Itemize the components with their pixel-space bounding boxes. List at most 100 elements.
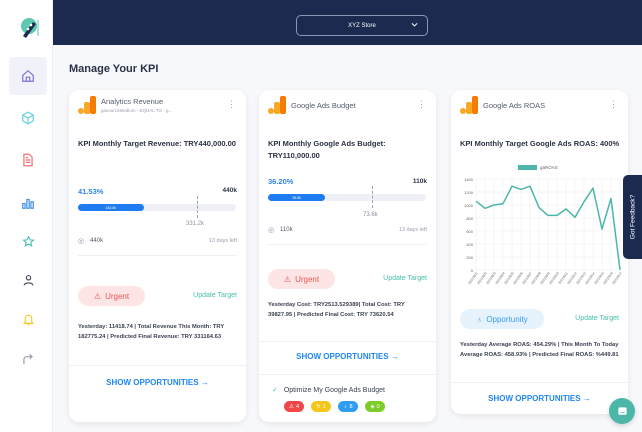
card-title: Analytics Revenue bbox=[101, 97, 164, 106]
svg-text:20210611: 20210611 bbox=[558, 271, 569, 285]
box-icon bbox=[22, 111, 34, 125]
more-options-icon[interactable]: ⋮ bbox=[227, 99, 236, 109]
kpi-summary: Yesterday Average ROAS: 454.29% | This M… bbox=[460, 342, 619, 358]
warning-icon: ⚠ bbox=[289, 403, 294, 410]
optimize-label: Optimize My Google Ads Budget bbox=[283, 387, 385, 394]
opportunity-count-pill[interactable]: ♁ 8 bbox=[338, 401, 358, 412]
svg-text:20210603: 20210603 bbox=[485, 271, 497, 285]
svg-text:1400: 1400 bbox=[464, 177, 474, 182]
update-target-link[interactable]: Update Target bbox=[575, 315, 619, 322]
chevron-down-icon bbox=[411, 23, 418, 27]
roas-line-chart: gaROAS 1400 1200 1000 800 600 400 200 0 bbox=[460, 165, 625, 300]
tag-count-pill[interactable]: ◈ 0 bbox=[365, 401, 385, 412]
divider bbox=[451, 382, 628, 383]
tag-icon: ◈ bbox=[370, 403, 375, 410]
days-left: 13 days left bbox=[398, 227, 427, 233]
sidebar-item-analytics[interactable] bbox=[9, 184, 47, 222]
status-badge-urgent: ⚠ Urgent bbox=[78, 286, 145, 306]
kpi-card-google-ads-roas: Google Ads ROAS ⋮ KPI Monthly Target Goo… bbox=[451, 90, 628, 414]
chat-icon bbox=[617, 406, 627, 415]
status-badge-opportunity: ♁ Opportunity bbox=[460, 309, 544, 329]
sidebar-item-products[interactable] bbox=[9, 99, 47, 137]
document-icon bbox=[23, 153, 33, 167]
chat-widget-button[interactable] bbox=[609, 398, 635, 424]
divider bbox=[259, 374, 436, 375]
top-bar: XYZ Store bbox=[53, 0, 642, 45]
legend-swatch bbox=[518, 165, 537, 170]
target-icon: ◎ bbox=[78, 238, 85, 245]
show-opportunities-label: SHOW OPPORTUNITIES bbox=[488, 394, 581, 403]
show-opportunities-button[interactable]: SHOW OPPORTUNITIES → bbox=[259, 352, 436, 361]
svg-text:20210613: 20210613 bbox=[575, 271, 587, 285]
card-header: Analytics Revenue gasourceMedium - EQUAL… bbox=[69, 90, 246, 120]
show-opportunities-label: SHOW OPPORTUNITIES bbox=[296, 352, 389, 361]
svg-text:200: 200 bbox=[466, 255, 473, 260]
pill-count: 1 bbox=[322, 403, 326, 410]
sidebar-item-notifications[interactable] bbox=[9, 300, 47, 338]
google-analytics-icon bbox=[460, 96, 478, 114]
bar-chart-icon bbox=[22, 198, 34, 209]
status-label: Urgent bbox=[105, 291, 130, 301]
sidebar-item-share[interactable] bbox=[9, 340, 47, 378]
google-analytics-icon bbox=[268, 96, 286, 114]
arrow-right-icon: → bbox=[200, 378, 209, 387]
show-opportunities-label: SHOW OPPORTUNITIES bbox=[106, 378, 199, 387]
predicted-marker bbox=[197, 196, 198, 218]
pill-count: 8 bbox=[349, 403, 353, 410]
update-target-link[interactable]: Update Target bbox=[193, 292, 237, 299]
arrow-right-icon: → bbox=[582, 394, 591, 403]
predicted-marker bbox=[372, 186, 373, 208]
kpi-target: KPI Monthly Google Ads Budget: TRY110,00… bbox=[268, 139, 386, 160]
card-title: Google Ads Budget bbox=[291, 101, 356, 110]
svg-text:20210604: 20210604 bbox=[494, 271, 506, 285]
update-target-link[interactable]: Update Target bbox=[383, 275, 427, 282]
legend-label: gaROAS bbox=[540, 165, 558, 170]
sidebar-item-reports[interactable] bbox=[9, 141, 47, 179]
page-title: Manage Your KPI bbox=[69, 63, 159, 75]
kpi-target: KPI Monthly Target Google Ads ROAS: 400% bbox=[460, 139, 620, 148]
store-selector[interactable]: XYZ Store bbox=[296, 15, 428, 36]
sidebar-item-favorites[interactable] bbox=[9, 222, 47, 260]
card-header: Google Ads ROAS ⋮ bbox=[451, 90, 628, 120]
svg-text:1200: 1200 bbox=[464, 190, 474, 195]
days-left: 13 days left bbox=[208, 238, 237, 244]
progress-percent: 41.53% bbox=[78, 187, 104, 196]
svg-text:20210612: 20210612 bbox=[566, 271, 578, 285]
card-title: Google Ads ROAS bbox=[483, 101, 546, 110]
star-icon bbox=[21, 234, 35, 247]
optimize-suggestion[interactable]: ✓ Optimize My Google Ads Budget bbox=[272, 386, 385, 394]
card-header: Google Ads Budget ⋮ bbox=[259, 90, 436, 120]
pill-count: 0 bbox=[376, 403, 380, 410]
status-badge-urgent: ⚠ Urgent bbox=[268, 269, 335, 289]
pill-count: 4 bbox=[295, 403, 299, 410]
more-options-icon[interactable]: ⋮ bbox=[609, 99, 618, 109]
refresh-icon: ↻ bbox=[316, 403, 321, 410]
progress-percent: 36.20% bbox=[268, 177, 294, 186]
svg-text:400: 400 bbox=[466, 242, 473, 247]
show-opportunities-button[interactable]: SHOW OPPORTUNITIES → bbox=[69, 378, 246, 387]
progress-fill: 39.8k bbox=[268, 194, 326, 201]
svg-text:20210605: 20210605 bbox=[503, 271, 515, 285]
progress-max: 110k bbox=[412, 178, 427, 185]
svg-text:20210609: 20210609 bbox=[539, 271, 551, 285]
chart-legend: gaROAS bbox=[518, 165, 558, 170]
predicted-value: 73.6k bbox=[363, 212, 378, 218]
feedback-tab[interactable]: Got Feedback? bbox=[623, 175, 642, 259]
show-opportunities-button[interactable]: SHOW OPPORTUNITIES → bbox=[451, 394, 628, 403]
svg-text:0: 0 bbox=[471, 268, 474, 273]
user-icon bbox=[23, 274, 33, 286]
sidebar-item-account[interactable] bbox=[9, 261, 47, 299]
svg-text:20210616: 20210616 bbox=[602, 271, 614, 285]
logo bbox=[21, 18, 39, 38]
progress-fill: 182.8k bbox=[78, 204, 144, 211]
more-options-icon[interactable]: ⋮ bbox=[417, 99, 426, 109]
sidebar-item-home[interactable] bbox=[9, 57, 47, 95]
warning-icon: ⚠ bbox=[283, 274, 292, 284]
arrow-right-icon: → bbox=[390, 352, 399, 361]
urgent-count-pill[interactable]: ⚠ 4 bbox=[284, 401, 304, 412]
warning-icon: ⚠ bbox=[93, 291, 102, 301]
predicted-value: 331.2k bbox=[186, 221, 205, 227]
refresh-count-pill[interactable]: ↻ 1 bbox=[311, 401, 331, 412]
svg-text:20210617: 20210617 bbox=[611, 271, 623, 285]
card-subtitle: gasourceMedium - EQUAL TO - g... bbox=[101, 108, 173, 113]
